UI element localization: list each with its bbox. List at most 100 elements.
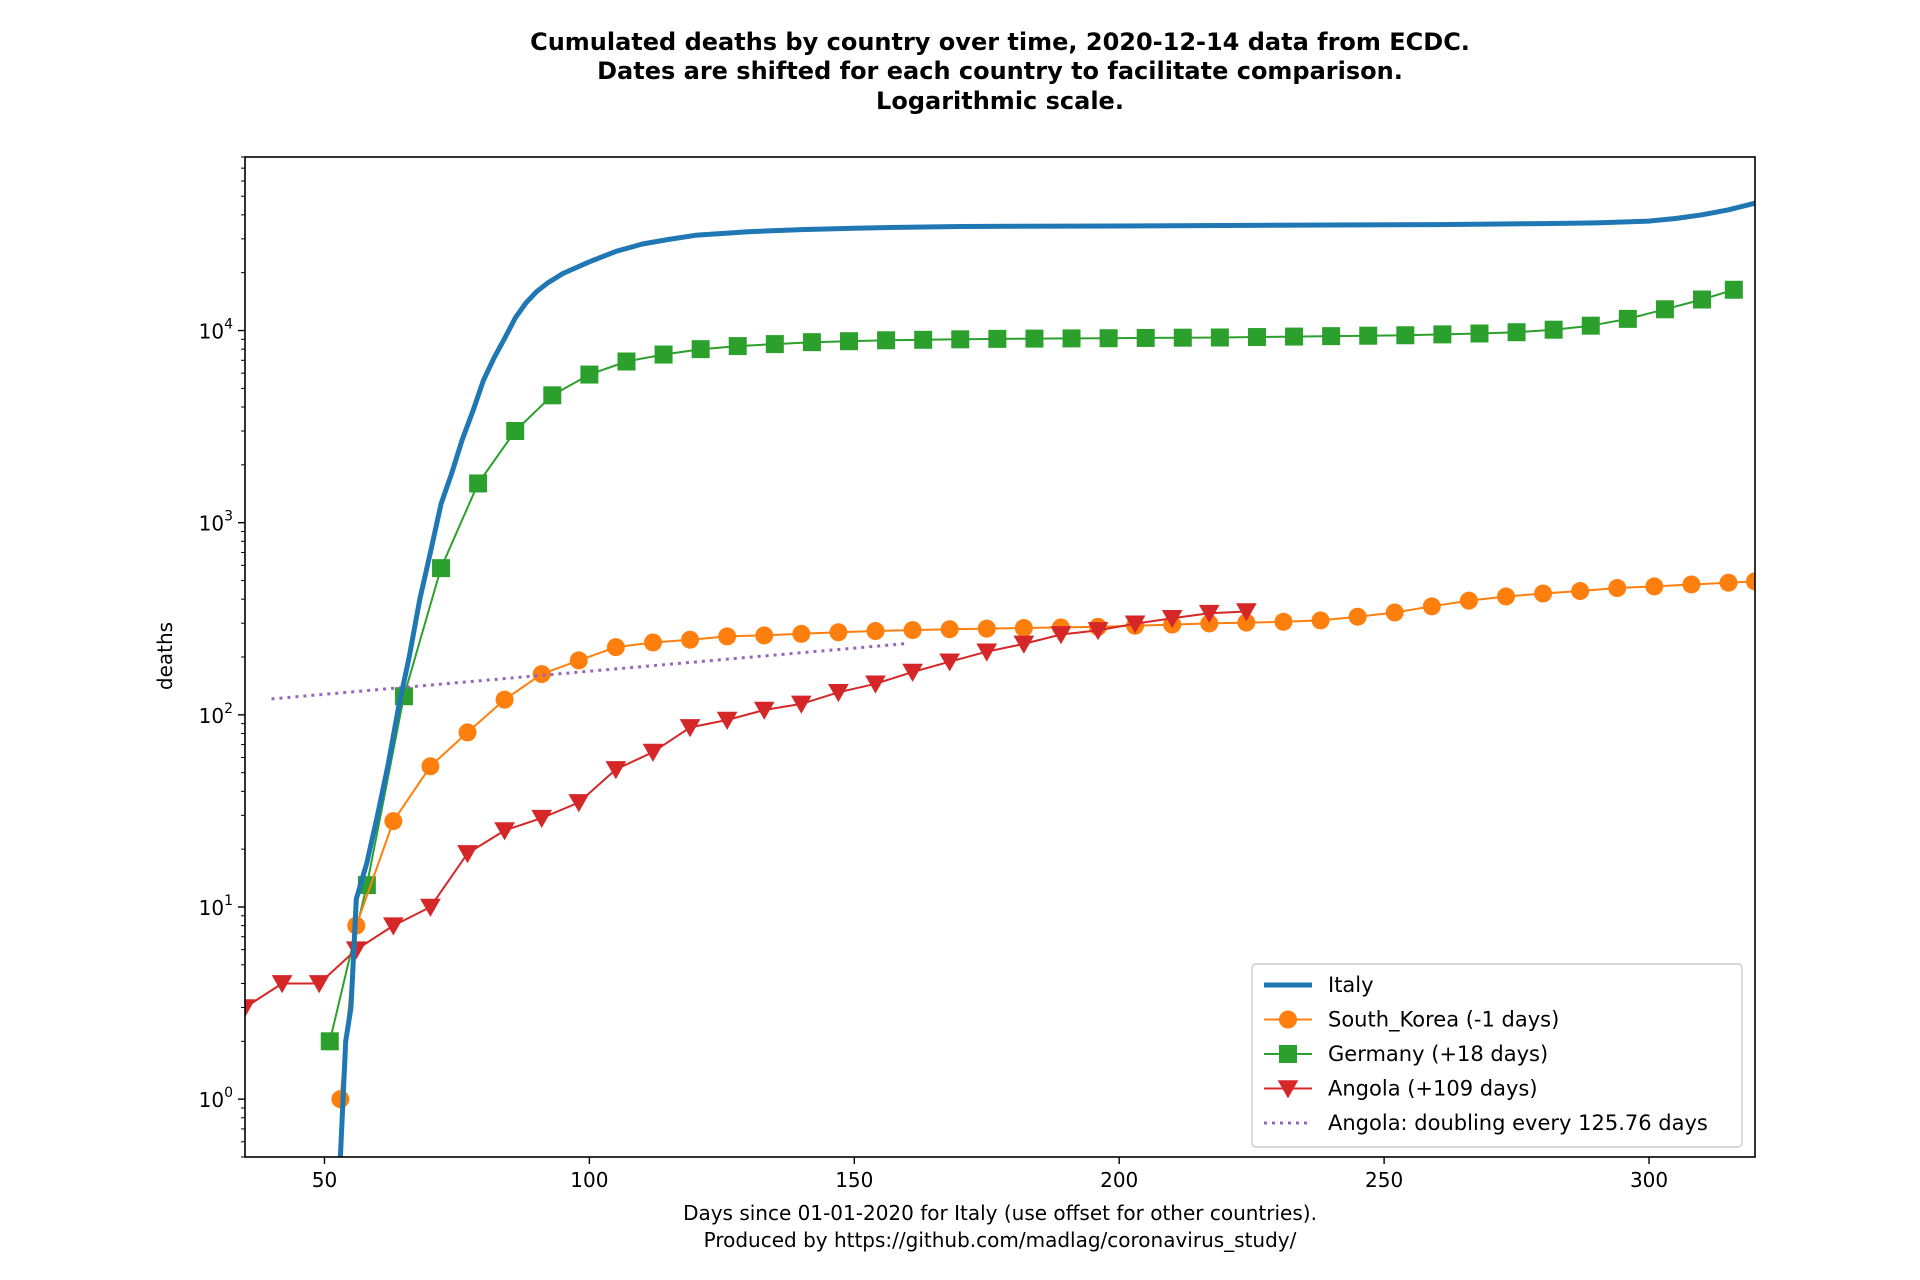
- x-tick-label: 100: [570, 1168, 608, 1192]
- data-point-south-korea-1-days: [1645, 577, 1664, 596]
- data-point-angola-109-days: [1087, 622, 1109, 641]
- data-point-germany-18-days: [988, 329, 1007, 348]
- data-point-south-korea-1-days: [755, 626, 774, 645]
- data-point-angola-109-days: [457, 845, 478, 864]
- data-point-angola-109-days: [828, 684, 849, 703]
- data-point-germany-18-days: [617, 352, 636, 371]
- data-point-angola-109-days: [716, 711, 738, 730]
- data-point-germany-18-days: [1693, 290, 1712, 309]
- data-point-south-korea-1-days: [1571, 582, 1590, 601]
- legend-marker-angola-109-days: [1277, 1080, 1299, 1099]
- data-point-south-korea-1-days: [1274, 612, 1293, 631]
- plot-area: [245, 200, 1755, 1157]
- data-point-germany-18-days: [1433, 325, 1452, 344]
- data-point-south-korea-1-days: [1719, 573, 1738, 592]
- data-point-angola-109-days: [790, 695, 812, 714]
- series-group: [245, 200, 1755, 1157]
- data-point-germany-18-days: [1062, 329, 1081, 348]
- data-point-germany-18-days: [1173, 328, 1192, 347]
- data-point-angola-109-days: [568, 794, 590, 813]
- data-point-angola-109-days: [494, 822, 515, 841]
- data-point-angola-109-days: [420, 898, 441, 917]
- data-point-south-korea-1-days: [495, 690, 514, 709]
- chart-title-line-1: Cumulated deaths by country over time, 2…: [530, 28, 1470, 56]
- data-point-germany-18-days: [691, 340, 710, 359]
- data-point-germany-18-days: [1136, 328, 1155, 347]
- legend-label-south-korea-1-days: South_Korea (-1 days): [1328, 1008, 1559, 1033]
- data-point-angola-109-days: [679, 719, 701, 738]
- data-point-angola-109-days: [271, 975, 293, 994]
- y-tick-label: 103: [199, 509, 233, 536]
- data-point-angola-109-days: [531, 809, 553, 828]
- data-point-germany-18-days: [543, 386, 562, 405]
- data-point-south-korea-1-days: [1385, 603, 1404, 622]
- axes: 50 100 150 200 250 300 100 101 102 103 104: [199, 156, 1756, 1192]
- data-point-angola-109-days: [865, 675, 886, 694]
- data-point-angola-109-days: [939, 653, 961, 672]
- x-axis-label-line-2: Produced by https://github.com/madlag/co…: [704, 1228, 1297, 1252]
- legend-marker-germany-18-days: [1279, 1045, 1297, 1063]
- data-point-south-korea-1-days: [1746, 572, 1755, 591]
- data-point-south-korea-1-days: [681, 630, 700, 649]
- data-point-angola-109-days: [308, 975, 330, 994]
- y-tick-label: 102: [199, 701, 233, 728]
- series-line-south-korea-1-days: [339, 580, 1755, 1101]
- data-point-angola-109-days: [976, 643, 998, 662]
- data-point-south-korea-1-days: [903, 621, 922, 640]
- data-point-germany-18-days: [1655, 300, 1674, 319]
- series-line-angola-doubling-every-125-76-days: [271, 642, 908, 701]
- data-point-germany-18-days: [469, 474, 488, 493]
- data-point-angola-109-days: [1161, 610, 1183, 629]
- data-point-germany-18-days: [432, 559, 451, 578]
- data-point-south-korea-1-days: [1237, 613, 1256, 632]
- data-point-germany-18-days: [1322, 327, 1341, 346]
- data-point-south-korea-1-days: [643, 633, 662, 652]
- data-point-south-korea-1-days: [940, 620, 959, 639]
- data-point-germany-18-days: [1359, 326, 1378, 345]
- data-point-germany-18-days: [1470, 324, 1489, 343]
- data-point-south-korea-1-days: [532, 665, 551, 684]
- data-point-south-korea-1-days: [606, 638, 625, 657]
- legend-label-angola-109-days: Angola (+109 days): [1328, 1077, 1538, 1101]
- data-point-germany-18-days: [506, 422, 525, 441]
- data-point-south-korea-1-days: [977, 619, 996, 638]
- data-point-angola-109-days: [605, 761, 627, 780]
- data-point-south-korea-1-days: [1608, 579, 1627, 598]
- data-point-angola-109-days: [1013, 635, 1035, 654]
- data-point-south-korea-1-days: [1422, 597, 1441, 616]
- x-tick-label: 50: [312, 1168, 337, 1192]
- data-point-south-korea-1-days: [384, 812, 403, 831]
- data-point-south-korea-1-days: [866, 622, 885, 641]
- data-point-angola-109-days: [1124, 615, 1146, 634]
- legend-label-germany-18-days: Germany (+18 days): [1328, 1042, 1548, 1066]
- series-line-italy: [337, 200, 1755, 1157]
- data-point-south-korea-1-days: [1682, 575, 1701, 594]
- data-point-germany-18-days: [1618, 309, 1637, 328]
- data-point-south-korea-1-days: [1496, 587, 1515, 606]
- data-point-germany-18-days: [914, 330, 933, 349]
- data-point-germany-18-days: [951, 330, 970, 349]
- data-point-germany-18-days: [728, 337, 747, 356]
- data-point-germany-18-days: [1581, 316, 1600, 335]
- data-point-angola-109-days: [383, 917, 404, 936]
- data-point-germany-18-days: [840, 332, 858, 351]
- chart-title-line-2: Dates are shifted for each country to fa…: [597, 57, 1403, 85]
- data-point-south-korea-1-days: [1311, 611, 1330, 630]
- data-point-angola-109-days: [1050, 626, 1072, 645]
- data-point-south-korea-1-days: [718, 627, 737, 646]
- data-point-germany-18-days: [654, 345, 673, 364]
- data-point-germany-18-days: [1285, 327, 1304, 346]
- data-point-south-korea-1-days: [458, 723, 477, 742]
- data-point-south-korea-1-days: [1459, 591, 1478, 610]
- data-point-germany-18-days: [1210, 328, 1229, 347]
- data-point-south-korea-1-days: [421, 757, 440, 776]
- data-point-angola-109-days: [902, 663, 923, 682]
- data-point-germany-18-days: [1247, 328, 1266, 347]
- data-point-south-korea-1-days: [1200, 614, 1219, 633]
- x-tick-label: 300: [1630, 1168, 1668, 1192]
- data-point-angola-109-days: [1236, 603, 1257, 622]
- data-point-angola-109-days: [245, 999, 256, 1018]
- data-point-germany-18-days: [802, 333, 821, 352]
- data-point-germany-18-days: [1396, 326, 1415, 345]
- x-tick-label: 150: [835, 1168, 873, 1192]
